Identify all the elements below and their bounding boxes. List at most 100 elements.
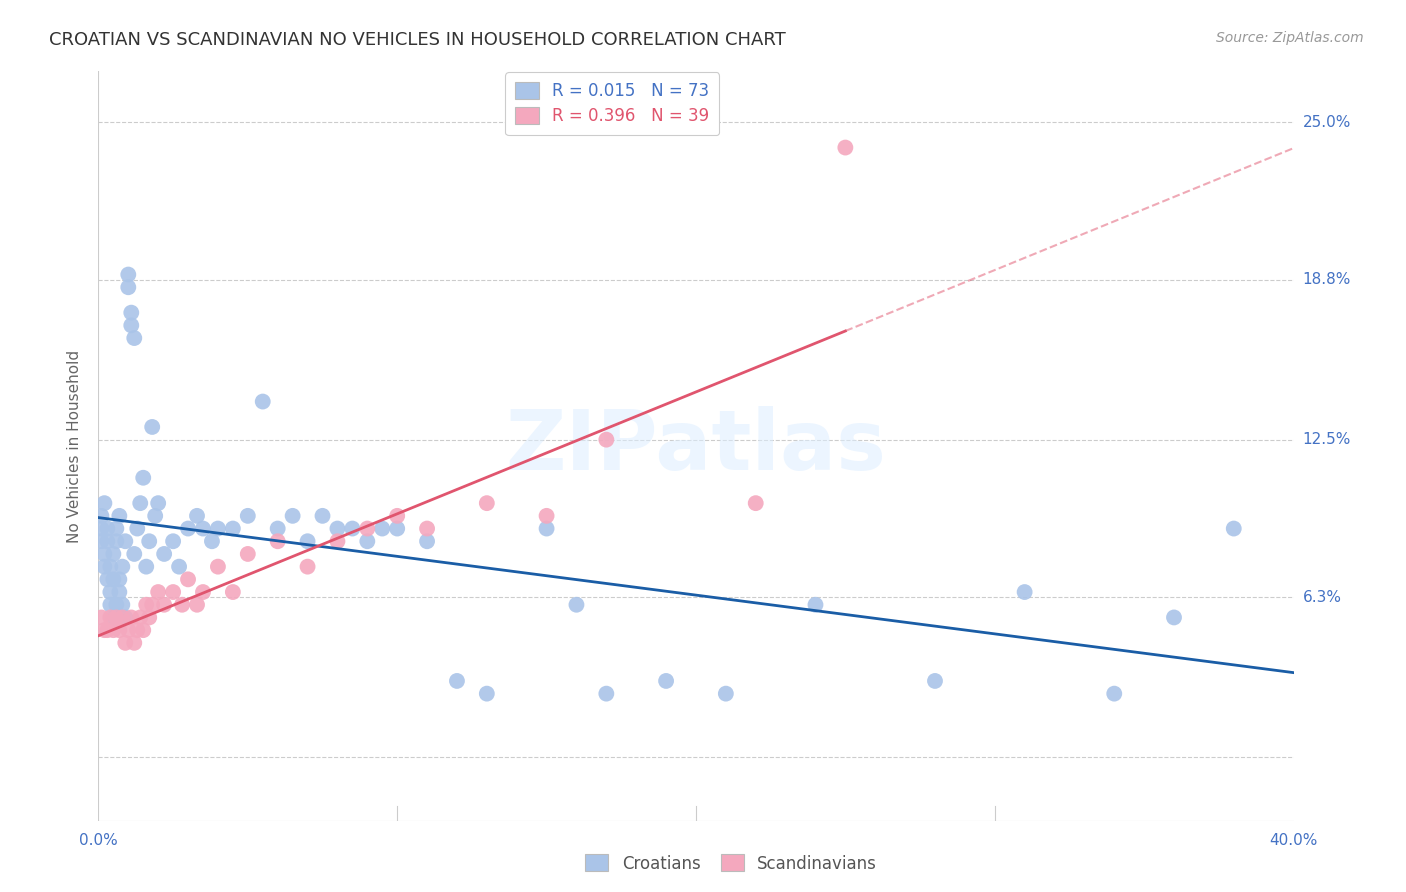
Point (141, 598, 163, 612)
Point (201, 534, 224, 549)
Point (117, 623, 139, 637)
Point (162, 534, 184, 549)
Point (565, 598, 588, 612)
Point (326, 534, 349, 549)
Point (924, 673, 946, 688)
Point (595, 433, 617, 447)
Point (114, 636, 136, 650)
Point (446, 673, 468, 688)
Point (222, 522, 245, 536)
Point (177, 522, 200, 536)
Point (148, 585, 170, 599)
Point (252, 394, 274, 409)
Point (714, 687, 737, 701)
Point (117, 280, 139, 294)
Point (267, 522, 290, 536)
Point (105, 610, 128, 624)
Point (90, 508, 112, 523)
Text: CROATIAN VS SCANDINAVIAN NO VEHICLES IN HOUSEHOLD CORRELATION CHART: CROATIAN VS SCANDINAVIAN NO VEHICLES IN … (49, 31, 786, 49)
Point (90, 610, 112, 624)
Point (90, 534, 112, 549)
Point (98, 598, 122, 612)
Text: 12.5%: 12.5% (1302, 432, 1351, 447)
Point (135, 598, 157, 612)
Point (153, 598, 176, 612)
Point (1014, 585, 1036, 599)
Point (132, 623, 155, 637)
Point (105, 534, 128, 549)
Point (132, 471, 155, 485)
Point (222, 585, 245, 599)
Point (162, 585, 184, 599)
Point (153, 547, 176, 561)
Point (475, 496, 498, 510)
Point (141, 420, 163, 434)
Point (371, 522, 394, 536)
Point (207, 522, 229, 536)
Point (96, 522, 118, 536)
Point (207, 559, 229, 574)
Point (655, 673, 678, 688)
Text: 18.8%: 18.8% (1302, 272, 1351, 287)
Point (98, 559, 122, 574)
Point (114, 534, 136, 549)
Point (311, 508, 333, 523)
Point (281, 508, 304, 523)
Text: 6.3%: 6.3% (1302, 590, 1341, 605)
Point (108, 585, 131, 599)
Point (356, 534, 378, 549)
Point (385, 522, 409, 536)
Point (148, 496, 170, 510)
Point (96, 623, 118, 637)
Text: 0.0%: 0.0% (79, 833, 118, 848)
Point (90, 522, 112, 536)
Point (191, 585, 214, 599)
Point (385, 508, 409, 523)
Point (342, 522, 364, 536)
Point (129, 610, 152, 624)
Point (96, 572, 118, 586)
Point (138, 610, 160, 624)
Point (536, 522, 558, 536)
Point (129, 496, 152, 510)
Point (416, 534, 439, 549)
Point (745, 496, 768, 510)
Point (124, 636, 146, 650)
Point (297, 559, 319, 574)
Legend: R = 0.015   N = 73, R = 0.396   N = 39: R = 0.015 N = 73, R = 0.396 N = 39 (505, 72, 720, 136)
Point (186, 598, 208, 612)
Point (127, 623, 149, 637)
Point (236, 547, 259, 561)
Point (93, 623, 115, 637)
Point (416, 522, 439, 536)
Point (326, 522, 349, 536)
Point (120, 610, 142, 624)
Point (124, 331, 146, 345)
Text: Source: ZipAtlas.com: Source: ZipAtlas.com (1216, 31, 1364, 45)
Point (135, 559, 157, 574)
Point (143, 508, 166, 523)
Point (111, 559, 134, 574)
Point (186, 508, 208, 523)
Point (297, 534, 319, 549)
Point (167, 559, 190, 574)
Text: 25.0%: 25.0% (1302, 115, 1351, 129)
Point (103, 572, 125, 586)
Point (1163, 610, 1185, 624)
Point (1223, 522, 1246, 536)
Point (103, 610, 125, 624)
Point (108, 508, 131, 523)
Point (117, 268, 139, 282)
Point (111, 598, 134, 612)
Point (114, 610, 136, 624)
Point (120, 306, 142, 320)
Point (236, 508, 259, 523)
Text: 40.0%: 40.0% (1270, 833, 1317, 848)
Point (103, 547, 125, 561)
Legend: Croatians, Scandinavians: Croatians, Scandinavians (578, 847, 884, 880)
Point (93, 496, 115, 510)
Point (536, 508, 558, 523)
Point (111, 610, 134, 624)
Y-axis label: No Vehicles in Household: No Vehicles in Household (67, 350, 83, 542)
Point (98, 585, 122, 599)
